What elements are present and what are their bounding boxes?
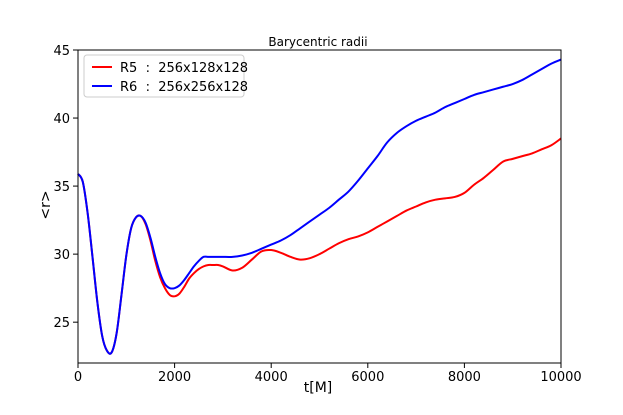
plot-frame [77, 49, 562, 364]
y-tick-label: 25 [53, 316, 70, 331]
series-layer [77, 58, 562, 355]
y-tick-label: 45 [53, 44, 70, 59]
series-line-r6 [77, 58, 562, 355]
legend-label-r5: R5 : 256x128x128 [120, 61, 248, 76]
x-tick-label: 10000 [540, 370, 581, 385]
x-axis-label: t[M] [304, 380, 333, 396]
x-tick-label: 2000 [158, 370, 191, 385]
legend: R5 : 256x128x128 R6 : 256x256x128 [83, 54, 248, 98]
x-tick-label: 4000 [255, 370, 288, 385]
y-axis: 25 30 35 40 45 [53, 44, 78, 331]
x-tick-label: 8000 [448, 370, 481, 385]
series-line-r5 [77, 137, 562, 355]
x-axis: 0 2000 4000 6000 8000 10000 [74, 363, 582, 385]
legend-label-r6: R6 : 256x256x128 [120, 80, 248, 95]
y-tick-label: 35 [53, 180, 70, 195]
legend-box [83, 54, 245, 98]
x-tick-label: 6000 [351, 370, 384, 385]
y-axis-label: <r> [38, 190, 54, 219]
x-tick-label: 0 [74, 370, 82, 385]
y-tick-label: 40 [53, 112, 70, 127]
chart-title: Barycentric radii [268, 35, 367, 49]
y-tick-label: 30 [53, 248, 70, 263]
